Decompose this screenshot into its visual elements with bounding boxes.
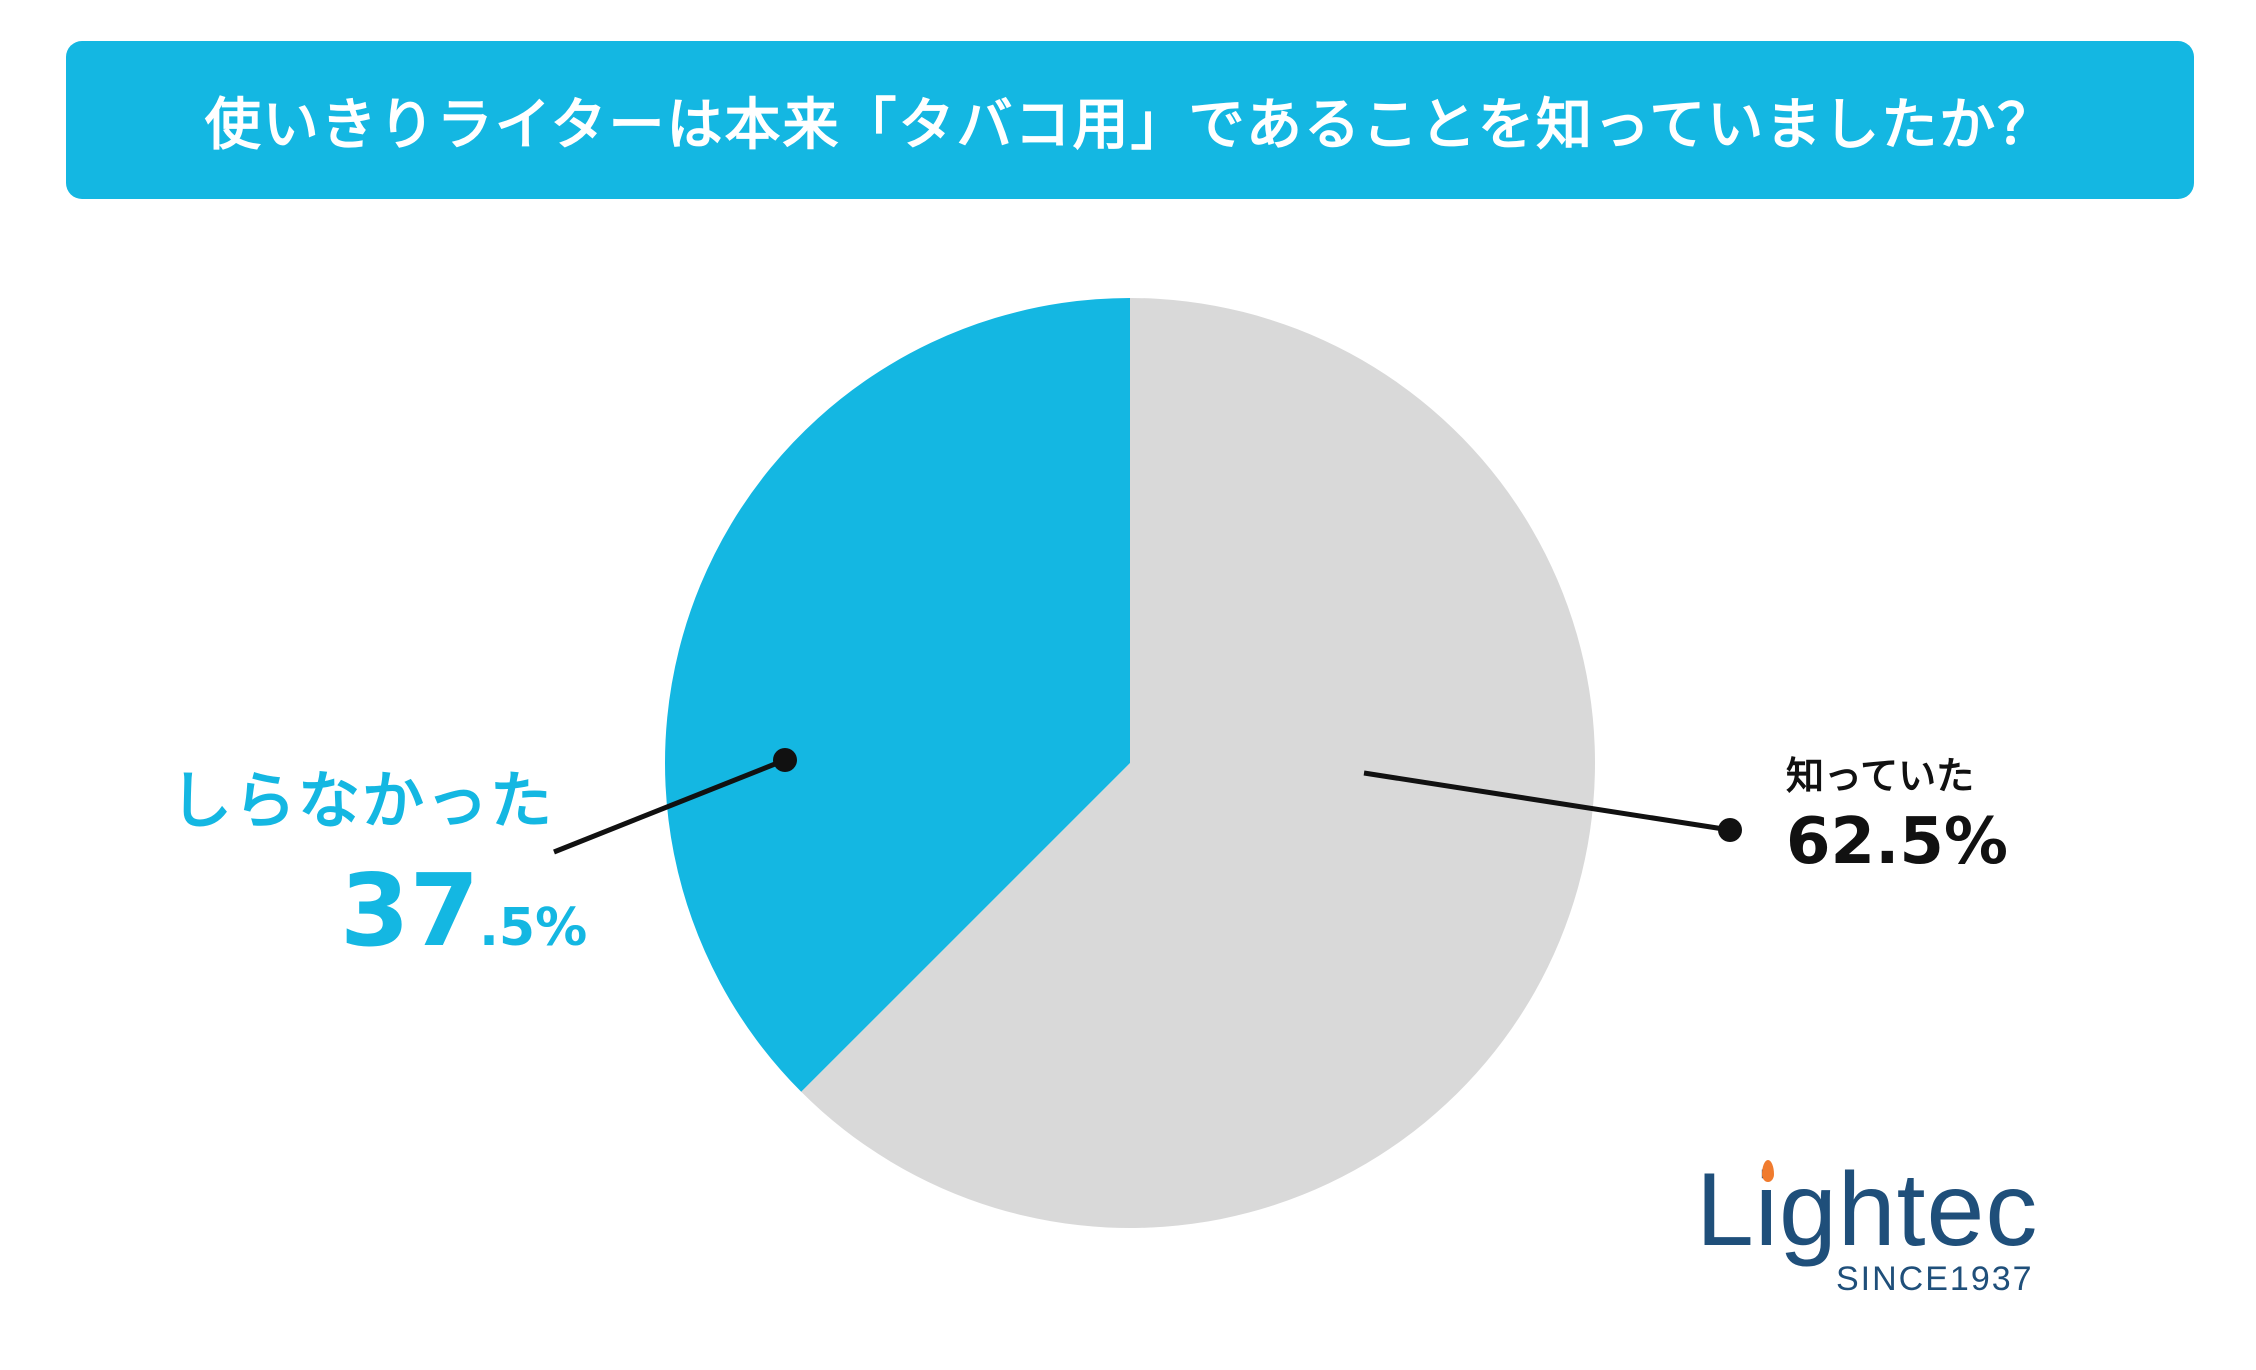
title-banner: 使いきりライターは本来「タバコ用」であることを知っていましたか？ bbox=[66, 41, 2194, 199]
label-unknown-name: しらなかった bbox=[170, 764, 555, 837]
label-known-value: 62.5% bbox=[1786, 805, 2009, 879]
brand-logo: Lightec SINCE1937 bbox=[1696, 1152, 2039, 1298]
label-known-name: 知っていた bbox=[1786, 754, 1975, 798]
leader-dot-known bbox=[1718, 818, 1742, 842]
leader-line-known bbox=[1363, 770, 1731, 833]
pie-slice-unknown bbox=[665, 298, 1130, 1092]
leader-dot-unknown bbox=[773, 748, 797, 772]
chart-title: 使いきりライターは本来「タバコ用」であることを知っていましたか？ bbox=[204, 92, 2056, 158]
logo-since: SINCE1937 bbox=[1836, 1260, 2034, 1298]
flame-icon bbox=[1762, 1160, 1774, 1182]
leader-line-unknown bbox=[553, 757, 786, 855]
label-unknown-value-main: 37 bbox=[340, 852, 480, 969]
label-unknown-value: 37.5% bbox=[340, 852, 587, 969]
label-unknown-value-suffix: .5% bbox=[479, 898, 588, 958]
logo-wordmark: Lightec bbox=[1696, 1152, 2039, 1268]
pie-slice-known bbox=[801, 298, 1595, 1228]
